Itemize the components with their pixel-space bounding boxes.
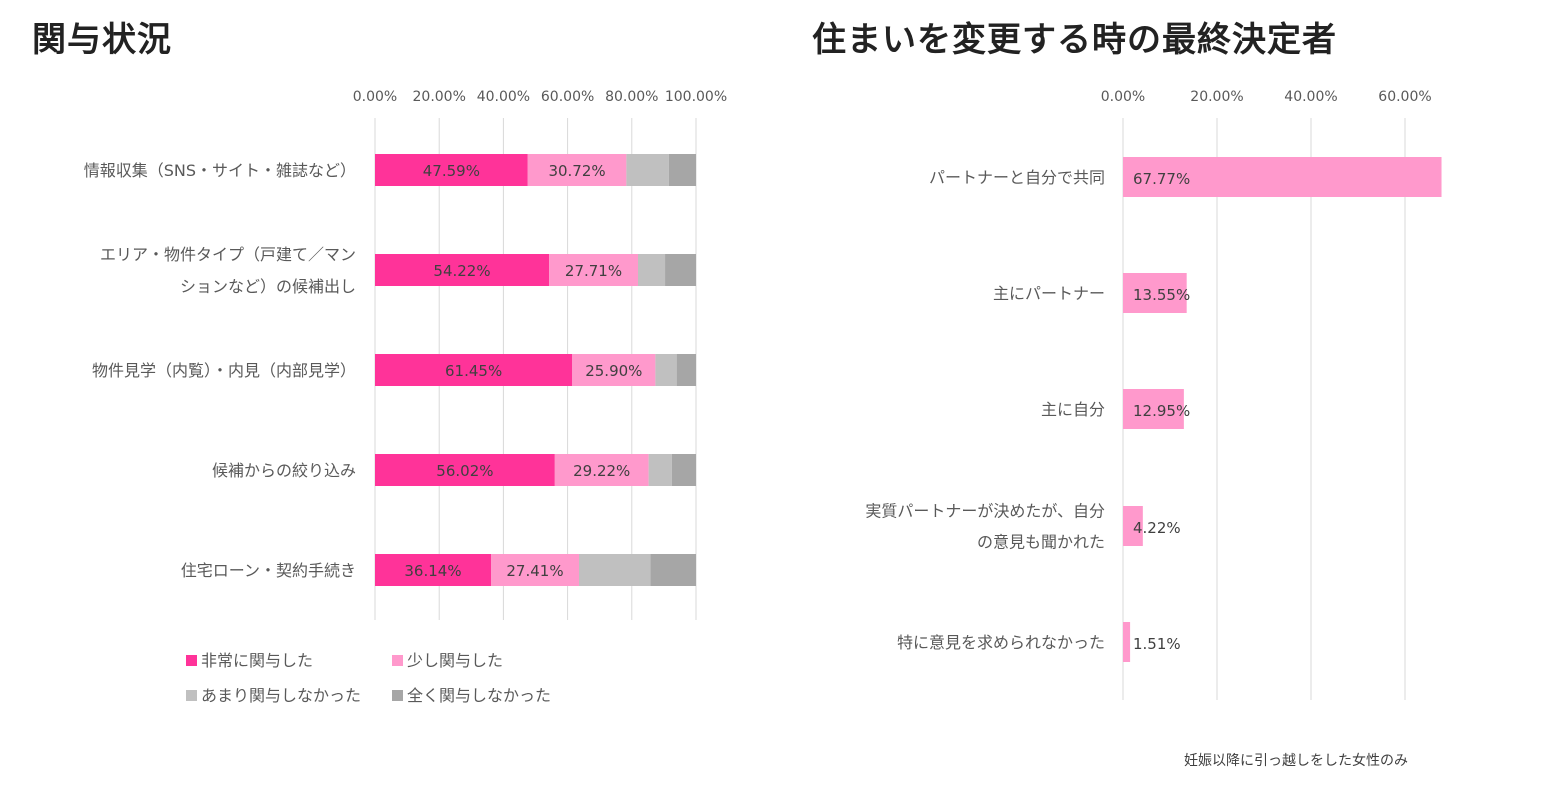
bar-segment xyxy=(554,454,649,486)
category-label: 主にパートナー xyxy=(993,284,1105,303)
bar xyxy=(1123,622,1131,662)
category-label: 特に意見を求められなかった xyxy=(897,633,1105,652)
category-label: ションなど）の候補出し xyxy=(180,277,356,296)
legend-swatch xyxy=(392,655,403,666)
category-label: 住宅ローン・契約手続き xyxy=(181,561,356,580)
data-label: 47.59% xyxy=(423,162,480,180)
bar-segment xyxy=(572,354,656,386)
data-label: 56.02% xyxy=(436,462,493,480)
bar-segment xyxy=(527,154,627,186)
legend-swatch xyxy=(186,690,197,701)
chart-title-involvement: 関与状況 xyxy=(32,20,172,60)
data-label: 4.22% xyxy=(1133,519,1181,537)
category-label: 物件見学（内覧）・内見（内部見学） xyxy=(92,361,356,380)
data-label: 25.90% xyxy=(585,362,642,380)
bar-segment xyxy=(375,254,550,286)
bar-segment xyxy=(671,454,696,486)
x-tick-label: 100.00% xyxy=(665,89,727,105)
chart-title-final-decision-maker: 住まいを変更する時の最終決定者 xyxy=(812,20,1337,60)
bar-segment xyxy=(578,554,651,586)
legend-swatch xyxy=(392,690,403,701)
bar xyxy=(1123,389,1184,429)
bar-segment xyxy=(655,354,677,386)
x-tick-label: 60.00% xyxy=(541,89,594,105)
bar-segment xyxy=(375,454,555,486)
data-label: 12.95% xyxy=(1133,402,1190,420)
category-label: 実質パートナーが決めたが、自分 xyxy=(865,502,1105,521)
data-label: 61.45% xyxy=(445,362,502,380)
data-label: 36.14% xyxy=(404,562,461,580)
x-tick-label: 40.00% xyxy=(1284,89,1337,105)
x-tick-label: 80.00% xyxy=(605,89,658,105)
data-label: 29.22% xyxy=(573,462,630,480)
bar-segment xyxy=(549,254,638,286)
bar-segment xyxy=(676,354,696,386)
data-label: 13.55% xyxy=(1133,286,1190,304)
data-label: 27.71% xyxy=(565,262,622,280)
data-label: 27.41% xyxy=(506,562,563,580)
legend-label: 少し関与した xyxy=(407,651,503,670)
footnote: 妊娠以降に引っ越しをした女性のみ xyxy=(1184,753,1408,769)
bar-segment xyxy=(375,154,528,186)
legend-swatch xyxy=(186,655,197,666)
data-label: 1.51% xyxy=(1133,635,1181,653)
category-label: パートナーと自分で共同 xyxy=(929,168,1105,187)
bar-segment xyxy=(375,354,573,386)
category-label: の意見も聞かれた xyxy=(977,533,1105,552)
bar-segment xyxy=(668,154,696,186)
legend-label: あまり関与しなかった xyxy=(201,686,361,705)
x-tick-label: 0.00% xyxy=(1101,89,1145,105)
bar-segment xyxy=(375,554,492,586)
category-label: エリア・物件タイプ（戸建て／マン xyxy=(100,245,356,264)
data-label: 54.22% xyxy=(433,262,490,280)
x-tick-label: 20.00% xyxy=(413,89,466,105)
bar-segment xyxy=(648,454,672,486)
category-label: 候補からの絞り込み xyxy=(212,461,356,480)
bar xyxy=(1123,506,1143,546)
bar-segment xyxy=(637,254,666,286)
category-label: 主に自分 xyxy=(1041,400,1105,419)
data-label: 67.77% xyxy=(1133,170,1190,188)
bar-segment xyxy=(665,254,696,286)
data-label: 30.72% xyxy=(548,162,605,180)
x-tick-label: 0.00% xyxy=(353,89,397,105)
legend-label: 非常に関与した xyxy=(201,651,313,670)
bar-segment xyxy=(650,554,696,586)
x-tick-label: 60.00% xyxy=(1378,89,1431,105)
bar-segment xyxy=(626,154,669,186)
x-tick-label: 20.00% xyxy=(1190,89,1243,105)
x-tick-label: 40.00% xyxy=(477,89,530,105)
bar-segment xyxy=(491,554,579,586)
category-label: 情報収集（SNS・サイト・雑誌など） xyxy=(84,161,356,180)
legend-label: 全く関与しなかった xyxy=(407,686,551,705)
bar xyxy=(1123,157,1442,197)
bar xyxy=(1123,273,1187,313)
